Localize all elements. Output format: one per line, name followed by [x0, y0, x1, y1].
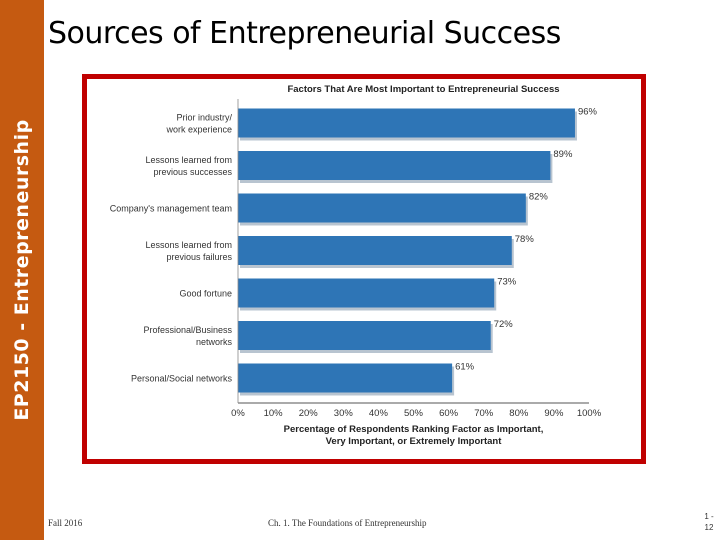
page-number: 1 - 12 [702, 511, 716, 533]
x-tick-label: 70% [474, 408, 494, 419]
x-tick-label: 10% [264, 408, 284, 419]
bar [238, 236, 512, 265]
data-label: 89% [553, 149, 573, 160]
x-axis-title: Very Important, or Extremely Important [326, 436, 503, 447]
x-tick-label: 0% [231, 408, 245, 419]
sidebar-band: EP2150 - Entrepreneurship [0, 0, 44, 540]
category-label: Lessons learned from previous failures [145, 240, 232, 262]
category-label: Professional/Business networks [143, 325, 232, 347]
x-axis-title: Percentage of Respondents Ranking Factor… [284, 424, 544, 435]
x-tick-label: 60% [439, 408, 459, 419]
x-tick-label: 20% [299, 408, 319, 419]
category-label: Company's management team [110, 204, 232, 214]
x-tick-label: 100% [577, 408, 602, 419]
data-label: 73% [497, 277, 517, 288]
page-number-top: 1 - [704, 512, 714, 521]
category-label: Prior industry/work experience [165, 113, 232, 135]
data-label: 72% [494, 319, 514, 330]
footer-chapter: Ch. 1. The Foundations of Entrepreneursh… [268, 518, 427, 528]
bar-chart: Factors That Are Most Important to Entre… [110, 84, 602, 447]
category-label: Lessons learned from previous successes [145, 155, 232, 177]
bar [238, 321, 491, 350]
x-tick-label: 40% [369, 408, 389, 419]
x-tick-label: 30% [334, 408, 354, 419]
data-label: 78% [515, 234, 535, 245]
bar [238, 108, 575, 138]
category-label: Personal/Social networks [131, 374, 233, 384]
x-tick-label: 90% [544, 408, 564, 419]
bar [238, 278, 495, 308]
slide-title: Sources of Entrepreneurial Success [48, 16, 561, 51]
chart-title: Factors That Are Most Important to Entre… [287, 84, 559, 95]
bar [238, 151, 551, 180]
bar [238, 193, 526, 223]
course-label: EP2150 - Entrepreneurship [11, 119, 33, 421]
x-tick-label: 50% [404, 408, 424, 419]
x-tick-label: 80% [509, 408, 529, 419]
data-label: 96% [578, 107, 598, 118]
data-label: 61% [455, 362, 475, 373]
footer-date: Fall 2016 [48, 518, 83, 528]
page-number-bottom: 12 [704, 523, 714, 532]
category-label: Good fortune [179, 289, 232, 299]
chart-frame: Factors That Are Most Important to Entre… [82, 74, 646, 464]
bar [238, 363, 453, 393]
data-label: 82% [529, 192, 549, 203]
